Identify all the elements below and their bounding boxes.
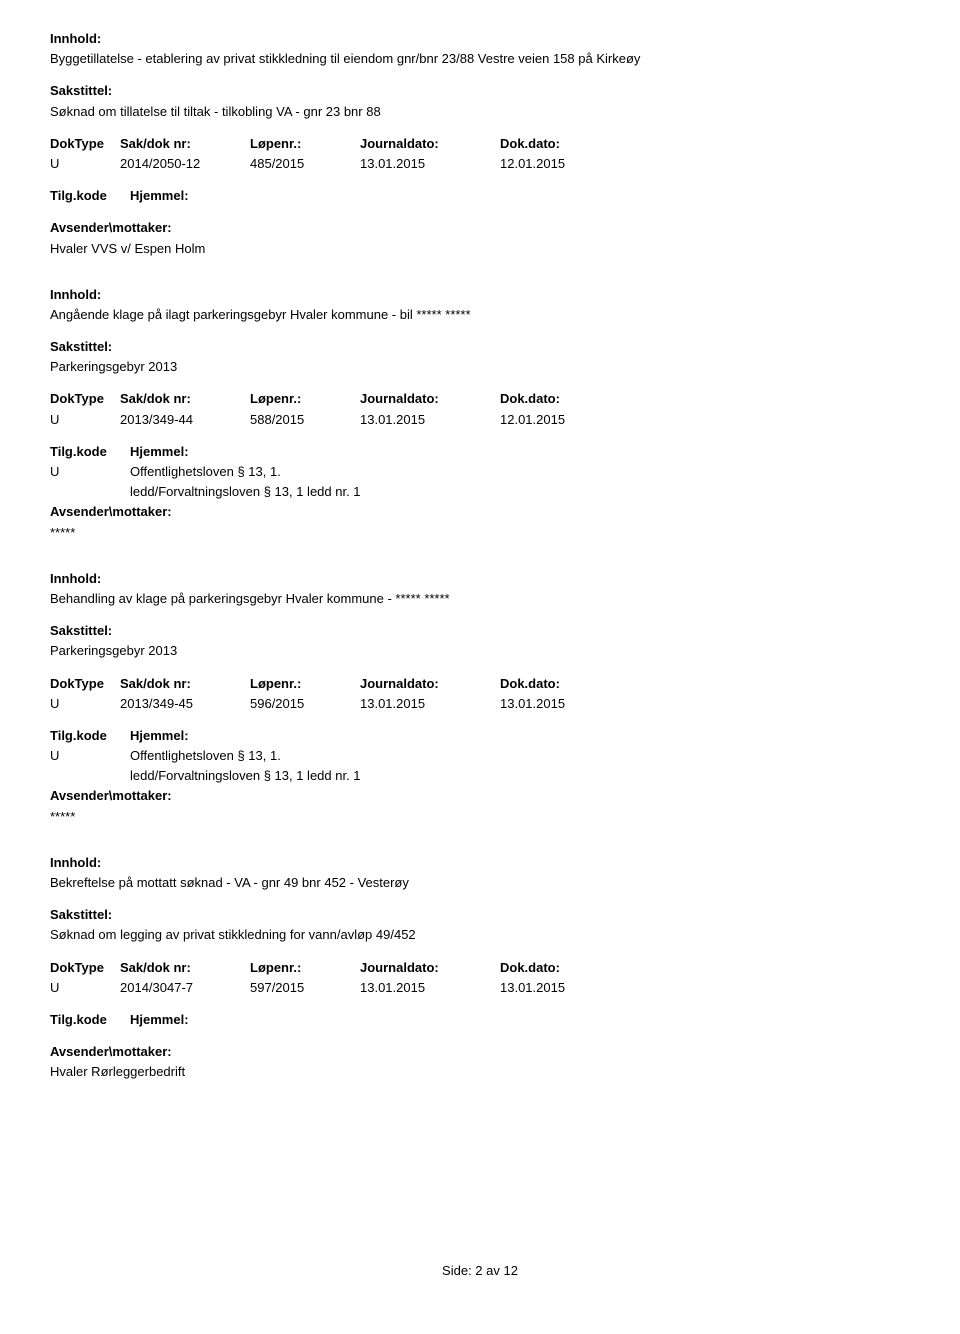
lopenr-value: 485/2015 — [250, 155, 360, 173]
meta-header-row: DokType Sak/dok nr: Løpenr.: Journaldato… — [50, 135, 910, 153]
doktype-header: DokType — [50, 959, 120, 977]
innhold-text: Angående klage på ilagt parkeringsgebyr … — [50, 306, 910, 324]
journal-entry: Innhold: Bekreftelse på mottatt søknad -… — [50, 854, 910, 1082]
avsender-label: Avsender\mottaker: — [50, 503, 910, 521]
avsender-text: ***** — [50, 524, 910, 542]
dokdato-header: Dok.dato: — [500, 959, 640, 977]
sakstittel-label: Sakstittel: — [50, 906, 910, 924]
doktype-header: DokType — [50, 390, 120, 408]
hjemmel-header: Hjemmel: — [130, 187, 910, 205]
journaldato-value: 13.01.2015 — [360, 411, 500, 429]
lopenr-value: 597/2015 — [250, 979, 360, 997]
dokdato-header: Dok.dato: — [500, 135, 640, 153]
avsender-text: Hvaler Rørleggerbedrift — [50, 1063, 910, 1081]
sakstittel-label: Sakstittel: — [50, 338, 910, 356]
tilg-header-row: Tilg.kode Hjemmel: — [50, 727, 910, 745]
sakdok-value: 2014/2050-12 — [120, 155, 250, 173]
doktype-header: DokType — [50, 675, 120, 693]
tilgkode-value: U — [50, 747, 130, 765]
journaldato-header: Journaldato: — [360, 675, 500, 693]
tilgkode-header: Tilg.kode — [50, 187, 130, 205]
meta-data-row: U 2013/349-44 588/2015 13.01.2015 12.01.… — [50, 411, 910, 429]
journaldato-header: Journaldato: — [360, 135, 500, 153]
hjemmel-line2: ledd/Forvaltningsloven § 13, 1 ledd nr. … — [50, 767, 910, 785]
innhold-text: Bekreftelse på mottatt søknad - VA - gnr… — [50, 874, 910, 892]
tilg-header-row: Tilg.kode Hjemmel: — [50, 1011, 910, 1029]
tilgkode-header: Tilg.kode — [50, 1011, 130, 1029]
dokdato-value: 12.01.2015 — [500, 155, 640, 173]
lopenr-header: Løpenr.: — [250, 959, 360, 977]
journal-entry: Innhold: Byggetillatelse - etablering av… — [50, 30, 910, 258]
sakstittel-text: Søknad om legging av privat stikkledning… — [50, 926, 910, 944]
innhold-label: Innhold: — [50, 30, 910, 48]
journaldato-value: 13.01.2015 — [360, 979, 500, 997]
journal-entry: Innhold: Angående klage på ilagt parkeri… — [50, 286, 910, 542]
tilg-data-row: U Offentlighetsloven § 13, 1. — [50, 463, 910, 481]
sakstittel-label: Sakstittel: — [50, 622, 910, 640]
sakstittel-text: Parkeringsgebyr 2013 — [50, 642, 910, 660]
dokdato-header: Dok.dato: — [500, 675, 640, 693]
tilgkode-header: Tilg.kode — [50, 443, 130, 461]
lopenr-value: 588/2015 — [250, 411, 360, 429]
hjemmel-value: Offentlighetsloven § 13, 1. — [130, 747, 910, 765]
sakdok-value: 2014/3047-7 — [120, 979, 250, 997]
sakstittel-text: Søknad om tillatelse til tiltak - tilkob… — [50, 103, 910, 121]
innhold-label: Innhold: — [50, 286, 910, 304]
page-footer: Side: 2 av 12 — [50, 1262, 910, 1280]
avsender-text: ***** — [50, 808, 910, 826]
doktype-value: U — [50, 155, 120, 173]
meta-data-row: U 2014/3047-7 597/2015 13.01.2015 13.01.… — [50, 979, 910, 997]
tilgkode-value: U — [50, 463, 130, 481]
avsender-label: Avsender\mottaker: — [50, 787, 910, 805]
doktype-header: DokType — [50, 135, 120, 153]
sakdok-header: Sak/dok nr: — [120, 959, 250, 977]
innhold-text: Byggetillatelse - etablering av privat s… — [50, 50, 910, 68]
lopenr-header: Løpenr.: — [250, 135, 360, 153]
avsender-label: Avsender\mottaker: — [50, 1043, 910, 1061]
doktype-value: U — [50, 979, 120, 997]
dokdato-value: 12.01.2015 — [500, 411, 640, 429]
sakdok-header: Sak/dok nr: — [120, 390, 250, 408]
lopenr-header: Løpenr.: — [250, 390, 360, 408]
doktype-value: U — [50, 695, 120, 713]
sakstittel-label: Sakstittel: — [50, 82, 910, 100]
lopenr-header: Løpenr.: — [250, 675, 360, 693]
dokdato-value: 13.01.2015 — [500, 695, 640, 713]
journaldato-header: Journaldato: — [360, 959, 500, 977]
tilgkode-header: Tilg.kode — [50, 727, 130, 745]
tilg-data-row: U Offentlighetsloven § 13, 1. — [50, 747, 910, 765]
dokdato-header: Dok.dato: — [500, 390, 640, 408]
innhold-label: Innhold: — [50, 570, 910, 588]
hjemmel-header: Hjemmel: — [130, 443, 910, 461]
lopenr-value: 596/2015 — [250, 695, 360, 713]
innhold-label: Innhold: — [50, 854, 910, 872]
journal-entry: Innhold: Behandling av klage på parkerin… — [50, 570, 910, 826]
journaldato-header: Journaldato: — [360, 390, 500, 408]
sakdok-value: 2013/349-45 — [120, 695, 250, 713]
meta-data-row: U 2013/349-45 596/2015 13.01.2015 13.01.… — [50, 695, 910, 713]
journaldato-value: 13.01.2015 — [360, 695, 500, 713]
dokdato-value: 13.01.2015 — [500, 979, 640, 997]
avsender-label: Avsender\mottaker: — [50, 219, 910, 237]
sakdok-header: Sak/dok nr: — [120, 675, 250, 693]
sakstittel-text: Parkeringsgebyr 2013 — [50, 358, 910, 376]
doktype-value: U — [50, 411, 120, 429]
journaldato-value: 13.01.2015 — [360, 155, 500, 173]
meta-header-row: DokType Sak/dok nr: Løpenr.: Journaldato… — [50, 959, 910, 977]
hjemmel-line2: ledd/Forvaltningsloven § 13, 1 ledd nr. … — [50, 483, 910, 501]
avsender-text: Hvaler VVS v/ Espen Holm — [50, 240, 910, 258]
sakdok-value: 2013/349-44 — [120, 411, 250, 429]
hjemmel-value: Offentlighetsloven § 13, 1. — [130, 463, 910, 481]
tilg-header-row: Tilg.kode Hjemmel: — [50, 187, 910, 205]
innhold-text: Behandling av klage på parkeringsgebyr H… — [50, 590, 910, 608]
hjemmel-header: Hjemmel: — [130, 1011, 910, 1029]
meta-header-row: DokType Sak/dok nr: Løpenr.: Journaldato… — [50, 675, 910, 693]
sakdok-header: Sak/dok nr: — [120, 135, 250, 153]
tilg-header-row: Tilg.kode Hjemmel: — [50, 443, 910, 461]
hjemmel-header: Hjemmel: — [130, 727, 910, 745]
meta-data-row: U 2014/2050-12 485/2015 13.01.2015 12.01… — [50, 155, 910, 173]
meta-header-row: DokType Sak/dok nr: Løpenr.: Journaldato… — [50, 390, 910, 408]
